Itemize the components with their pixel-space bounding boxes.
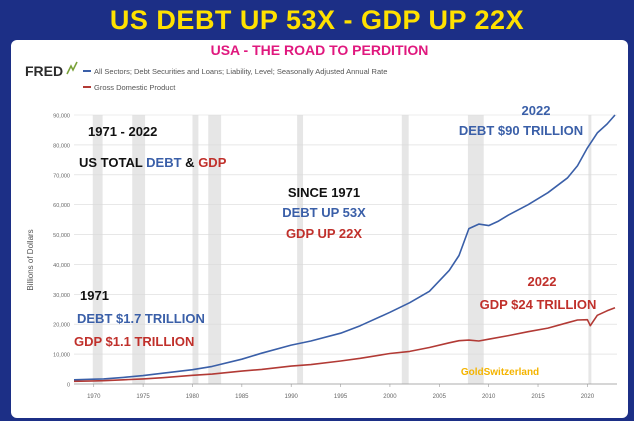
end-debt: DEBT $90 TRILLION xyxy=(459,123,583,138)
fred-logo: FRED xyxy=(25,63,63,79)
start-year: 1971 xyxy=(80,288,109,303)
x-tick-label: 2010 xyxy=(482,394,496,400)
x-tick-label: 1990 xyxy=(285,394,299,400)
chart-subtitle: USA - THE ROAD TO PERDITION xyxy=(210,42,429,58)
y-tick-label: 70,000 xyxy=(53,173,70,179)
y-tick-label: 10,000 xyxy=(53,353,70,359)
chart-panel: 0 10,000 20,000 30,000 40,000 50,000 60,000 70,… xyxy=(11,40,628,418)
total-debt: DEBT xyxy=(146,155,181,170)
recession-band-4 xyxy=(297,115,304,384)
y-tick-label: 40,000 xyxy=(53,263,70,269)
x-tick-label: 1985 xyxy=(235,394,249,400)
recession-band-7 xyxy=(588,115,592,384)
y-tick-label: 0 xyxy=(67,383,70,389)
x-tick-label: 1975 xyxy=(136,394,150,400)
recession-band-1 xyxy=(132,115,146,384)
series-lines xyxy=(73,114,616,383)
y-tick-label: 80,000 xyxy=(53,143,70,149)
x-tick-label: 2000 xyxy=(383,394,397,400)
x-tick-label: 2005 xyxy=(433,394,447,400)
left-edge-mark xyxy=(0,398,8,412)
y-tick-label: 20,000 xyxy=(53,323,70,329)
period-label: 1971 - 2022 xyxy=(88,124,157,139)
legend-debt-label: All Sectors; Debt Securities and Loans; … xyxy=(94,67,387,76)
end-debt-year: 2022 xyxy=(522,103,551,118)
gdp-series-line xyxy=(73,307,616,383)
x-tick-label: 2015 xyxy=(531,394,545,400)
since-debt: DEBT UP 53X xyxy=(282,205,366,220)
end-gdp-year: 2022 xyxy=(528,274,557,289)
headline: US DEBT UP 53X - GDP UP 22X xyxy=(109,5,525,35)
total-prefix: US TOTAL xyxy=(79,155,146,170)
y-axis-label: Billions of Dollars xyxy=(26,229,35,290)
x-tick-label: 1970 xyxy=(87,394,101,400)
recession-band-6 xyxy=(467,115,484,384)
recession-band-3 xyxy=(208,115,222,384)
x-tick-label: 2020 xyxy=(581,394,595,400)
recession-band-2 xyxy=(192,115,199,384)
recession-bands xyxy=(92,115,592,384)
start-gdp: GDP $1.1 TRILLION xyxy=(74,334,194,349)
since-gdp: GDP UP 22X xyxy=(286,226,362,241)
debt-series-line xyxy=(73,114,616,381)
x-tick-label: 1995 xyxy=(334,394,348,400)
watermark: GoldSwitzerland xyxy=(461,367,539,378)
y-tick-label: 30,000 xyxy=(53,293,70,299)
since-title: SINCE 1971 xyxy=(288,185,360,200)
total-label: US TOTAL DEBT & GDP xyxy=(79,155,227,170)
chart-svg: 0 10,000 20,000 30,000 40,000 50,000 60,000 70,… xyxy=(25,61,617,400)
x-tick-label: 1980 xyxy=(186,394,200,400)
total-gdp: GDP xyxy=(198,155,227,170)
fred-chart-icon xyxy=(66,61,78,75)
y-tick-label: 90,000 xyxy=(53,114,70,120)
recession-band-0 xyxy=(92,115,103,384)
y-tick-label: 60,000 xyxy=(53,203,70,209)
x-tick-labels: 1970 1975 1980 1985 1990 1995 2000 2005 2010 2015… xyxy=(87,394,595,400)
end-gdp: GDP $24 TRILLION xyxy=(480,297,597,312)
recession-band-5 xyxy=(401,115,409,384)
start-debt: DEBT $1.7 TRILLION xyxy=(77,311,205,326)
legend-gdp-label: Gross Domestic Product xyxy=(94,83,176,92)
total-amp: & xyxy=(182,155,199,170)
y-tick-label: 50,000 xyxy=(53,233,70,239)
y-tick-labels: 0 10,000 20,000 30,000 40,000 50,000 60,000 70,… xyxy=(53,114,70,389)
